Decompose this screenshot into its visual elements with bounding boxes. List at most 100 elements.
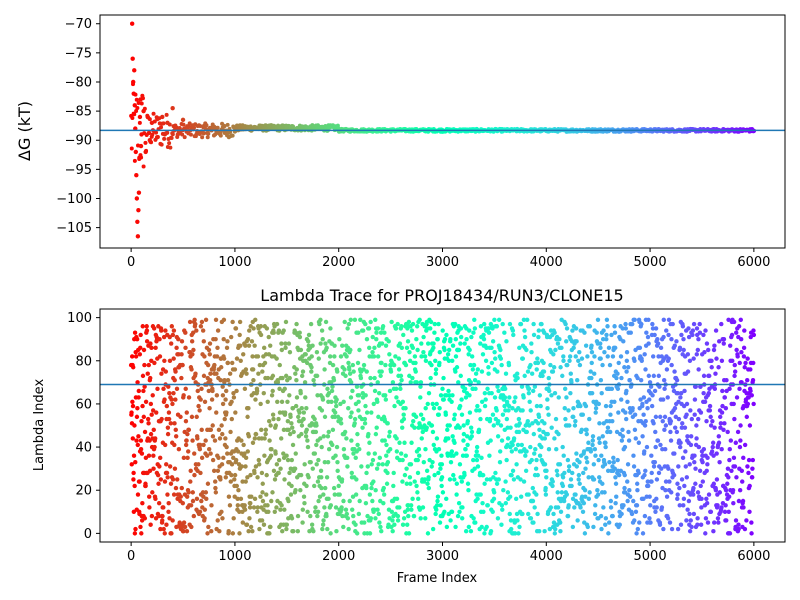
data-point	[237, 319, 243, 325]
data-point	[337, 492, 342, 497]
data-point	[509, 526, 514, 532]
data-point	[496, 477, 501, 482]
data-point	[288, 492, 294, 497]
data-point	[449, 449, 455, 454]
data-point	[568, 371, 573, 376]
data-point	[214, 410, 219, 415]
data-point	[319, 328, 325, 333]
data-point	[602, 462, 608, 467]
data-point	[552, 330, 557, 335]
data-point	[426, 485, 431, 491]
data-point	[724, 518, 729, 523]
data-point	[631, 453, 636, 458]
data-point	[378, 373, 383, 379]
data-point	[675, 526, 681, 532]
data-point	[213, 317, 219, 322]
data-point	[166, 416, 172, 422]
data-point	[589, 343, 594, 348]
data-point	[143, 140, 148, 145]
data-point	[140, 403, 145, 409]
data-point	[167, 464, 173, 469]
data-point	[382, 330, 387, 335]
data-point	[320, 397, 326, 402]
data-point	[190, 490, 195, 495]
data-point	[535, 356, 540, 361]
data-point	[393, 326, 399, 331]
data-point	[600, 434, 605, 439]
data-point	[732, 464, 738, 469]
data-point	[134, 97, 139, 102]
data-point	[306, 332, 312, 338]
data-point	[476, 380, 481, 385]
data-point	[645, 479, 650, 484]
data-point	[385, 459, 391, 465]
data-point	[130, 436, 135, 441]
data-point	[687, 529, 693, 534]
data-point	[597, 475, 602, 480]
data-point	[737, 488, 743, 493]
data-point	[325, 459, 331, 465]
data-point	[604, 332, 609, 338]
y-tick-label: −75	[65, 46, 92, 61]
y-tick-label: −100	[56, 192, 92, 207]
data-point	[625, 498, 630, 504]
data-point	[199, 386, 204, 392]
data-point	[653, 444, 658, 450]
data-point	[324, 345, 329, 351]
data-point	[620, 434, 626, 439]
data-point	[330, 384, 335, 389]
data-point	[180, 132, 185, 137]
data-point	[326, 429, 331, 435]
data-point	[374, 330, 379, 335]
data-point	[566, 464, 572, 469]
data-point	[252, 343, 257, 348]
data-point	[619, 438, 625, 443]
data-point	[325, 434, 331, 439]
data-point	[248, 524, 254, 530]
data-point	[649, 453, 654, 458]
data-point	[552, 531, 557, 536]
data-point	[213, 490, 219, 495]
data-point	[721, 341, 726, 346]
data-point	[281, 451, 286, 456]
data-point	[238, 358, 243, 363]
data-point	[412, 479, 417, 484]
data-point	[215, 468, 221, 474]
data-point	[197, 447, 203, 452]
data-point	[269, 447, 274, 452]
data-point	[346, 406, 351, 411]
data-point	[460, 516, 465, 521]
data-point	[418, 516, 423, 521]
data-point	[737, 360, 742, 366]
data-point	[268, 423, 273, 428]
data-point	[202, 399, 208, 404]
data-point	[364, 470, 369, 476]
data-point	[224, 345, 230, 351]
data-point	[243, 343, 248, 348]
data-point	[691, 511, 697, 517]
data-point	[485, 386, 490, 392]
data-point	[502, 386, 508, 392]
data-point	[131, 470, 136, 476]
data-point	[327, 360, 333, 366]
data-point	[275, 399, 280, 404]
data-point	[166, 500, 171, 506]
data-point	[388, 369, 394, 374]
data-point	[372, 451, 378, 456]
data-point	[495, 516, 501, 521]
data-point	[363, 321, 368, 327]
data-point	[147, 505, 152, 510]
data-point	[249, 339, 255, 344]
data-point	[600, 362, 605, 368]
data-point	[615, 371, 620, 376]
data-point	[530, 498, 536, 504]
data-point	[231, 390, 236, 396]
data-point	[139, 101, 144, 106]
data-point	[198, 324, 204, 329]
x-tick-label: 3000	[426, 255, 459, 270]
data-point	[141, 388, 146, 394]
data-point	[191, 123, 196, 128]
data-point	[155, 472, 161, 478]
data-point	[510, 442, 515, 448]
